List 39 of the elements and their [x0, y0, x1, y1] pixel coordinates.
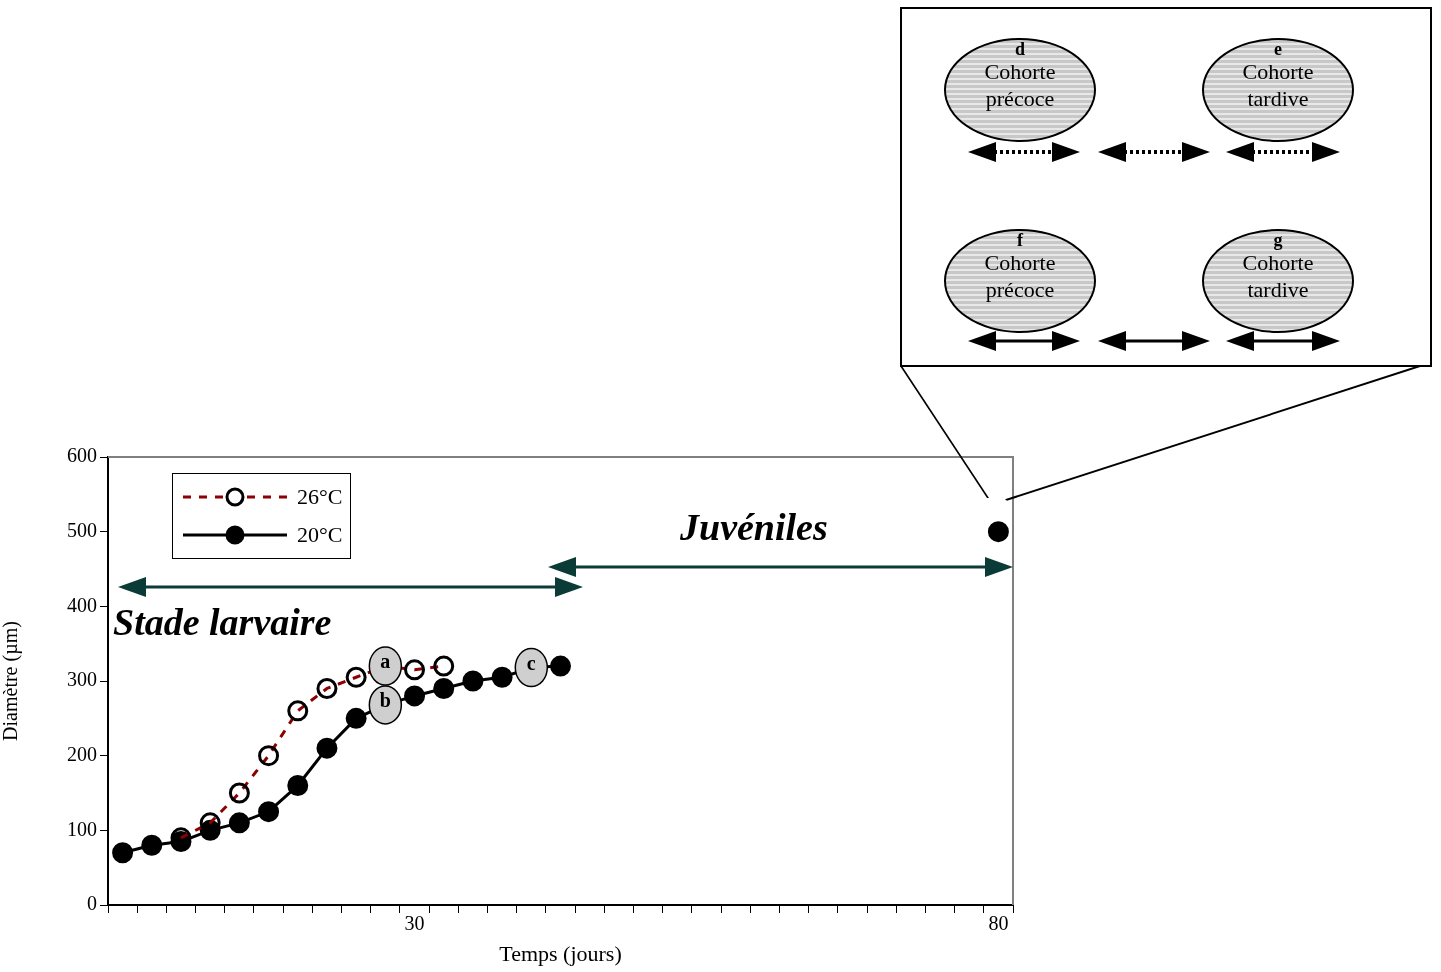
y-tick-label: 400	[67, 593, 97, 616]
y-tick-label: 600	[67, 444, 97, 467]
x-axis-title: Temps (jours)	[499, 940, 622, 966]
text: Cohorte tardive	[1241, 250, 1315, 303]
point	[345, 707, 367, 729]
point	[316, 737, 338, 759]
point	[141, 834, 163, 856]
point	[228, 812, 250, 834]
text: Cohorte précoce	[983, 58, 1057, 112]
annotation: Stade larvaire	[113, 600, 332, 644]
point	[404, 685, 426, 707]
y-axis-title: Diamètre (µm)	[0, 621, 23, 741]
point	[258, 801, 280, 823]
point	[987, 521, 1009, 543]
y-tick-label: 0	[87, 892, 97, 915]
x-tick-label: 80	[988, 912, 1009, 935]
text: g	[1272, 230, 1284, 250]
legend-label: 20°C	[297, 522, 343, 548]
point	[287, 775, 309, 797]
text: Cohorte tardive	[1241, 58, 1315, 112]
x-tick-label: 30	[404, 912, 425, 935]
text: Cohorte précoce	[983, 249, 1057, 303]
text: f	[1016, 230, 1025, 250]
point	[433, 677, 455, 699]
text: e	[1273, 39, 1283, 59]
y-tick-label: 500	[67, 518, 97, 541]
data-label: b	[379, 689, 391, 712]
y-tick-label: 200	[67, 742, 97, 765]
point	[462, 670, 484, 692]
point	[491, 666, 513, 688]
data-label: c	[526, 651, 536, 674]
y-tick-label: 100	[67, 817, 97, 840]
annotation: Juvéniles	[680, 505, 828, 549]
legend-label: 26°C	[297, 484, 343, 510]
point	[112, 842, 134, 864]
point	[550, 655, 571, 677]
text: d	[1014, 39, 1026, 59]
data-label: a	[380, 650, 391, 673]
y-tick-label: 300	[67, 668, 97, 691]
